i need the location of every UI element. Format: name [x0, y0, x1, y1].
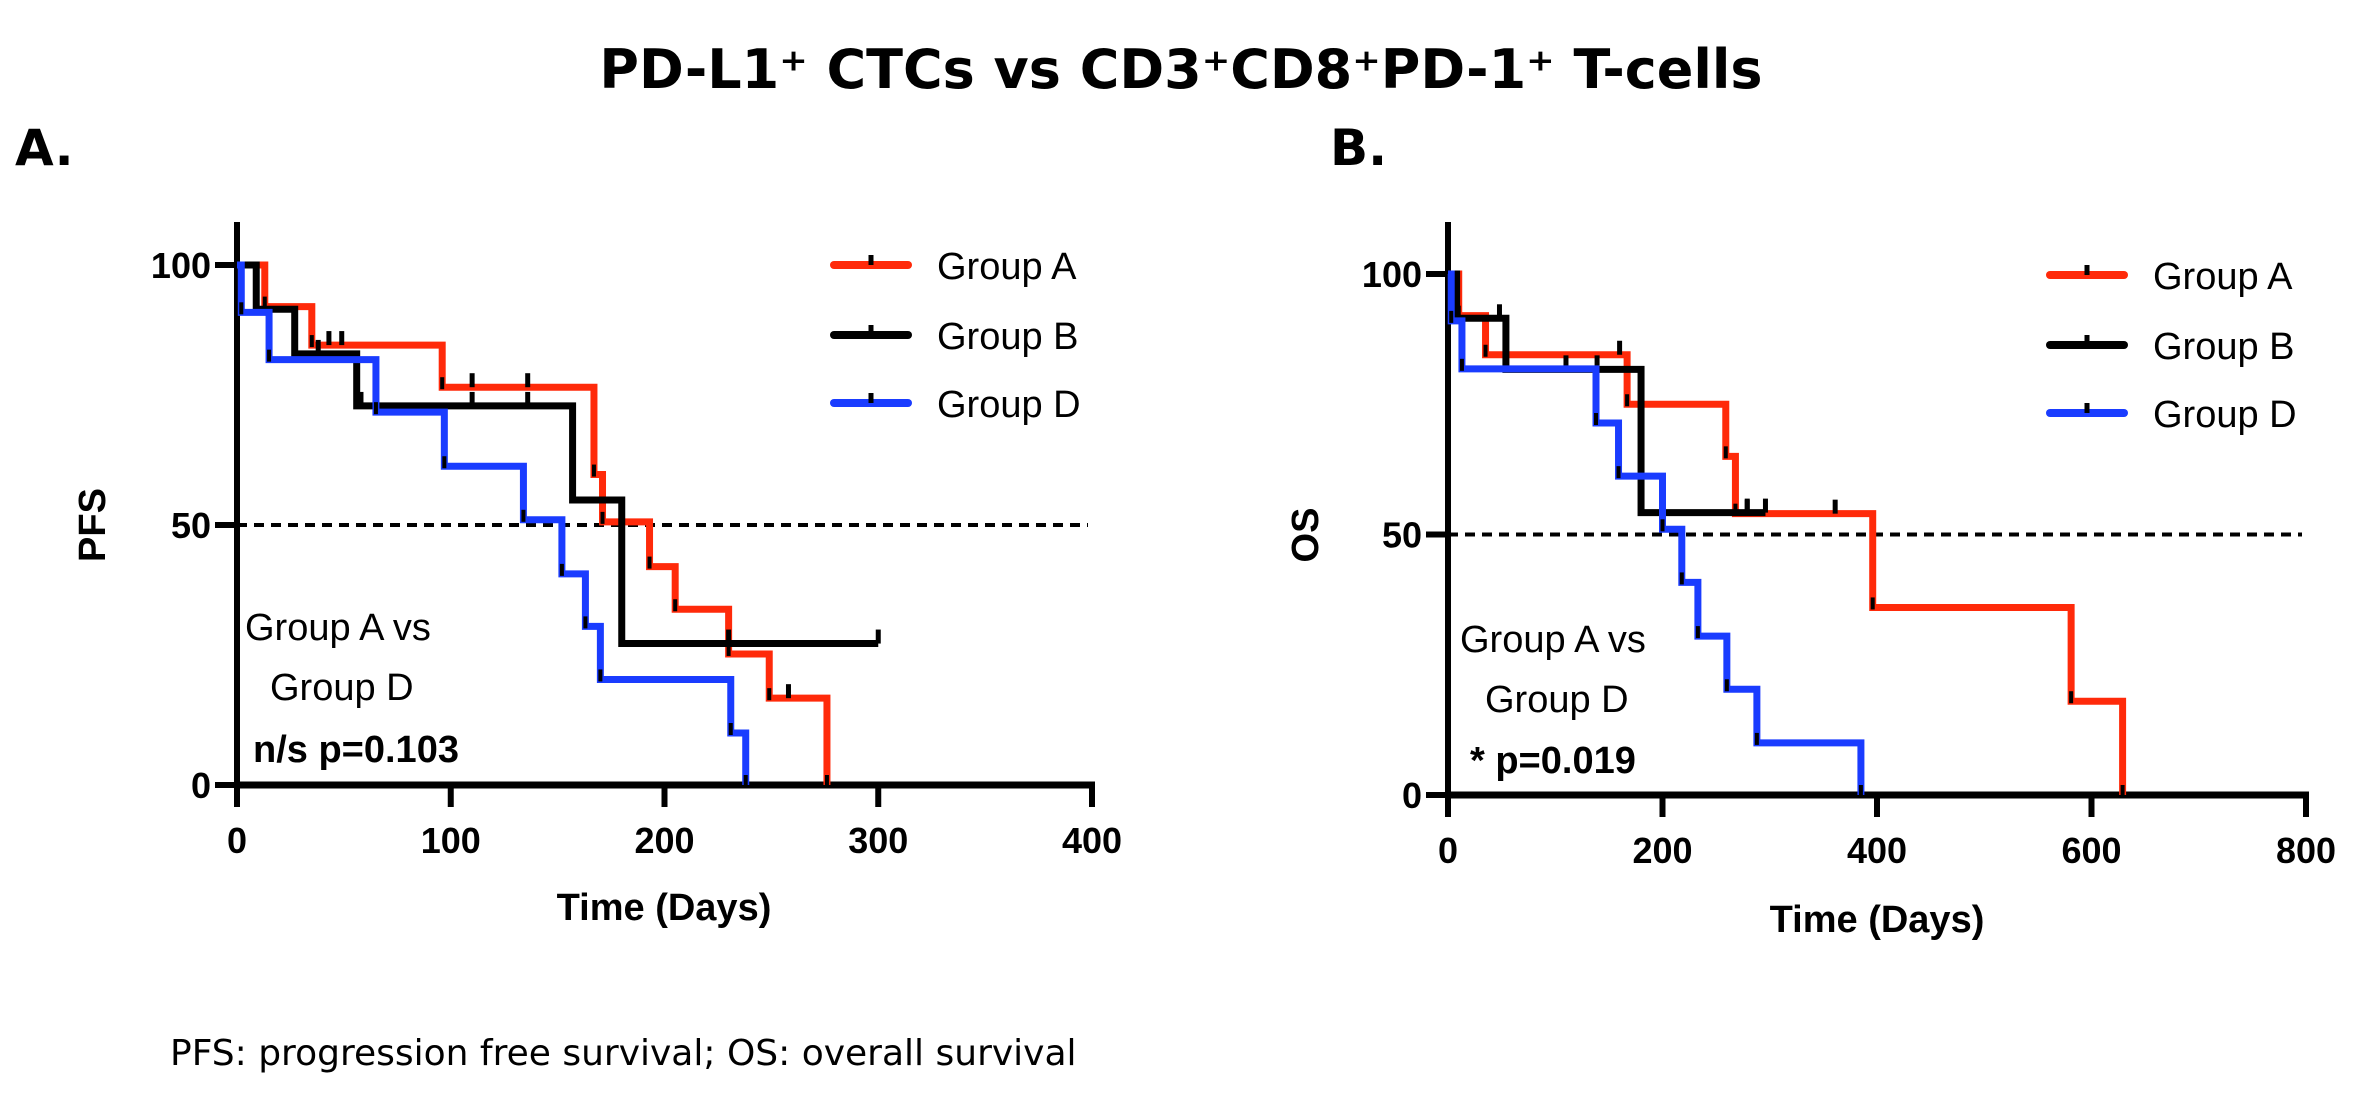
legend-label: Group B: [2153, 326, 2295, 368]
panel-a-series-group: [237, 261, 881, 787]
panel-b-p-value: * p=0.019: [1470, 740, 1636, 782]
panel-a-y-axis-title: PFS: [72, 488, 114, 562]
panel-a-legend-item-group-d: Group D: [830, 384, 1081, 426]
panel-b-x-tick-label: 400: [1847, 830, 1907, 871]
panel-b-y-axis-title: OS: [1285, 508, 1327, 563]
panel-b-y-tick-label: 100: [1362, 254, 1422, 295]
panel-a-legend: Group A Group B Group D: [830, 246, 1081, 426]
panel-a-x-tick-label: 300: [848, 820, 908, 861]
panel-a-x-tick-label: 100: [421, 820, 481, 861]
panel-a-y-tick-label: 0: [191, 765, 211, 806]
panel-a-annotation: Group A vs Group D n/s p=0.103: [245, 607, 459, 771]
panel-a-legend-item-group-b: Group B: [830, 316, 1079, 358]
panel-a-axes: 0 100 200 300 400 0 50 100: [151, 222, 1122, 861]
legend-label: Group B: [937, 316, 1079, 358]
panel-a-x-axis-title: Time (Days): [557, 887, 772, 929]
legend-label: Group D: [2153, 394, 2297, 436]
panel-b-legend-item-group-d: Group D: [2046, 394, 2297, 436]
figure-title: PD-L1⁺ CTCs vs CD3⁺CD8⁺PD-1⁺ T-cells: [599, 38, 1762, 101]
figure-footnote: PFS: progression free survival; OS: over…: [170, 1033, 1077, 1074]
panel-a-x-tick-label: 200: [634, 820, 694, 861]
legend-label: Group D: [937, 384, 1081, 426]
panel-b-x-axis-title: Time (Days): [1770, 899, 1985, 941]
panel-b-legend: Group A Group B Group D: [2046, 256, 2297, 436]
panel-a-label: A.: [15, 119, 74, 177]
panel-a-p-value: n/s p=0.103: [253, 729, 459, 771]
panel-a-annotation-line-2: Group D: [270, 667, 414, 709]
panel-a-x-tick-label: 400: [1062, 820, 1122, 861]
panel-b-x-tick-label: 200: [1632, 830, 1692, 871]
panel-b-annotation: Group A vs Group D * p=0.019: [1460, 619, 1646, 782]
panel-b-legend-item-group-b: Group B: [2046, 326, 2295, 368]
panel-b-annotation-line-2: Group D: [1485, 679, 1629, 721]
panel-a-x-tick-label: 0: [227, 820, 247, 861]
legend-label: Group A: [937, 246, 1077, 288]
panel-a-y-tick-label: 50: [171, 505, 211, 546]
panel-b-legend-item-group-a: Group A: [2046, 256, 2293, 298]
panel-b-annotation-line-1: Group A vs: [1460, 619, 1646, 661]
panel-a-annotation-line-1: Group A vs: [245, 607, 431, 649]
panel-a-y-tick-label: 100: [151, 245, 211, 286]
panel-a-survival-curve-group-b: [237, 261, 879, 648]
panel-b-x-tick-label: 800: [2276, 830, 2336, 871]
panel-b-x-tick-label: 0: [1438, 830, 1458, 871]
panel-b-x-tick-label: 600: [2061, 830, 2121, 871]
legend-label: Group A: [2153, 256, 2293, 298]
panel-b-y-tick-label: 0: [1402, 775, 1422, 816]
panel-a-legend-item-group-a: Group A: [830, 246, 1077, 288]
panel-b-label: B.: [1330, 119, 1387, 177]
panel-b-survival-curve-group-b: [1448, 270, 1766, 517]
panel-b-y-tick-label: 50: [1382, 515, 1422, 556]
panel-b-series-group: [1447, 270, 2127, 797]
